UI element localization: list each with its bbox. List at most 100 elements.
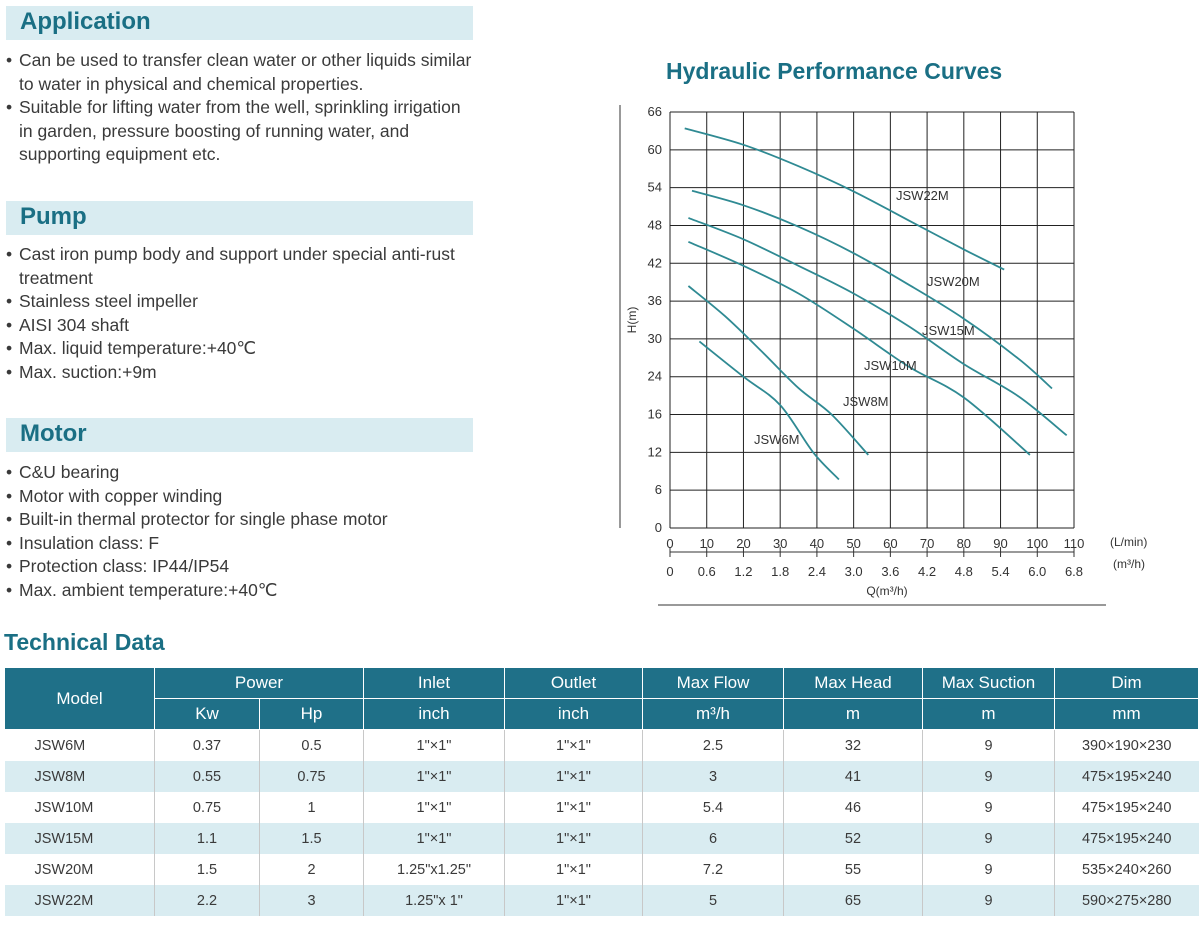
header-power: Power [154, 667, 364, 699]
list-item: Stainless steel impeller [6, 290, 476, 314]
x-tick-label-m3h: 3.6 [881, 564, 899, 579]
list-item: Built-in thermal protector for single ph… [6, 508, 476, 532]
x-tick-label-m3h: 2.4 [808, 564, 826, 579]
curve-jsw10m [688, 240, 1031, 456]
section-title: Pump [20, 203, 87, 230]
cell-inlet: 1.25"x 1" [363, 885, 505, 916]
cell-hp: 3 [259, 885, 364, 916]
cell-inlet: 1"×1" [363, 792, 505, 823]
y-tick-label: 48 [648, 217, 662, 232]
cell-kw: 1.5 [154, 854, 260, 885]
series-label: JSW6M [754, 432, 800, 447]
cell-max-head: 52 [783, 823, 923, 854]
header-outlet: Outlet [504, 667, 643, 699]
x-tick-label-m3h: 1.2 [734, 564, 752, 579]
cell-dim: 535×240×260 [1054, 854, 1199, 885]
cell-model: JSW8M [4, 761, 155, 792]
unit-max-head: m [783, 698, 923, 730]
table-row: JSW6M 0.37 0.5 1"×1" 1"×1" 2.5 32 9 390×… [4, 729, 1199, 761]
x-tick-label-lmin: 70 [920, 536, 934, 551]
curve-jsw15m [688, 217, 1068, 437]
y-tick-label: 66 [648, 104, 662, 119]
x-tick-label-m3h: 6.0 [1028, 564, 1046, 579]
cell-max-suction: 9 [922, 792, 1055, 823]
technical-data-table: Model Power Inlet Outlet Max Flow Max He… [4, 667, 1199, 916]
technical-data-title: Technical Data [4, 629, 165, 655]
x-tick-label-lmin: 60 [883, 536, 897, 551]
table-row: JSW20M 1.5 2 1.25"x1.25" 1"×1" 7.2 55 9 … [4, 854, 1199, 885]
list-item: Suitable for lifting water from the well… [6, 96, 476, 167]
section-header-motor: Motor [6, 418, 473, 452]
y-tick-label: 54 [648, 180, 662, 195]
y-tick-label: 42 [648, 255, 662, 270]
x-unit-lmin: (L/min) [1110, 535, 1147, 549]
x-tick-label-lmin: 40 [810, 536, 824, 551]
x-axis-label: Q(m³/h) [866, 584, 907, 598]
table-row: JSW10M 0.75 1 1"×1" 1"×1" 5.4 46 9 475×1… [4, 792, 1199, 823]
cell-outlet: 1"×1" [504, 761, 643, 792]
cell-dim: 475×195×240 [1054, 761, 1199, 792]
unit-hp: Hp [259, 698, 364, 730]
cell-max-suction: 9 [922, 885, 1055, 916]
cell-max-flow: 6 [642, 823, 784, 854]
cell-max-flow: 7.2 [642, 854, 784, 885]
cell-outlet: 1"×1" [504, 729, 643, 761]
list-item: Insulation class: F [6, 532, 476, 556]
cell-outlet: 1"×1" [504, 823, 643, 854]
cell-dim: 475×195×240 [1054, 823, 1199, 854]
cell-dim: 390×190×230 [1054, 729, 1199, 761]
list-item: Max. suction:+9m [6, 361, 476, 385]
cell-hp: 1 [259, 792, 364, 823]
header-max-flow: Max Flow [642, 667, 784, 699]
cell-hp: 0.75 [259, 761, 364, 792]
section-title: Motor [20, 420, 87, 447]
list-item: AISI 304 shaft [6, 314, 476, 338]
series-label: JSW22M [896, 188, 949, 203]
list-item: Can be used to transfer clean water or o… [6, 49, 476, 96]
y-tick-label: 12 [648, 444, 662, 459]
table-row: JSW8M 0.55 0.75 1"×1" 1"×1" 3 41 9 475×1… [4, 761, 1199, 792]
cell-hp: 1.5 [259, 823, 364, 854]
section-header-pump: Pump [6, 201, 473, 235]
curve-jsw20m [691, 189, 1053, 390]
cell-max-flow: 5 [642, 885, 784, 916]
cell-inlet: 1"×1" [363, 823, 505, 854]
cell-hp: 2 [259, 854, 364, 885]
cell-kw: 2.2 [154, 885, 260, 916]
series-label: JSW8M [843, 394, 889, 409]
x-tick-label-m3h: 1.8 [771, 564, 789, 579]
x-tick-label-lmin: 100 [1026, 536, 1048, 551]
y-tick-label: 24 [648, 369, 662, 384]
y-tick-label: 0 [655, 520, 662, 535]
cell-inlet: 1.25"x1.25" [363, 854, 505, 885]
list-item: Motor with copper winding [6, 485, 476, 509]
cell-inlet: 1"×1" [363, 761, 505, 792]
x-tick-label-lmin: 20 [736, 536, 750, 551]
unit-outlet: inch [504, 698, 643, 730]
cell-max-flow: 3 [642, 761, 784, 792]
cell-model: JSW20M [4, 854, 155, 885]
list-item: C&U bearing [6, 461, 476, 485]
cell-max-suction: 9 [922, 761, 1055, 792]
y-tick-label: 6 [655, 482, 662, 497]
x-tick-label-lmin: 50 [846, 536, 860, 551]
cell-dim: 590×275×280 [1054, 885, 1199, 916]
curve-jsw6m [698, 340, 840, 481]
x-tick-label-m3h: 4.8 [955, 564, 973, 579]
motor-list: C&U bearing Motor with copper winding Bu… [6, 461, 476, 602]
cell-model: JSW10M [4, 792, 155, 823]
x-tick-label-m3h: 3.0 [845, 564, 863, 579]
header-dim: Dim [1054, 667, 1199, 699]
cell-max-suction: 9 [922, 729, 1055, 761]
cell-outlet: 1"×1" [504, 854, 643, 885]
unit-dim: mm [1054, 698, 1199, 730]
cell-max-head: 32 [783, 729, 923, 761]
x-tick-label-m3h: 0 [666, 564, 673, 579]
list-item: Cast iron pump body and support under sp… [6, 243, 476, 290]
cell-outlet: 1"×1" [504, 792, 643, 823]
cell-max-head: 55 [783, 854, 923, 885]
x-tick-label-lmin: 30 [773, 536, 787, 551]
y-tick-label: 30 [648, 331, 662, 346]
unit-max-flow: m³/h [642, 698, 784, 730]
cell-max-suction: 9 [922, 854, 1055, 885]
